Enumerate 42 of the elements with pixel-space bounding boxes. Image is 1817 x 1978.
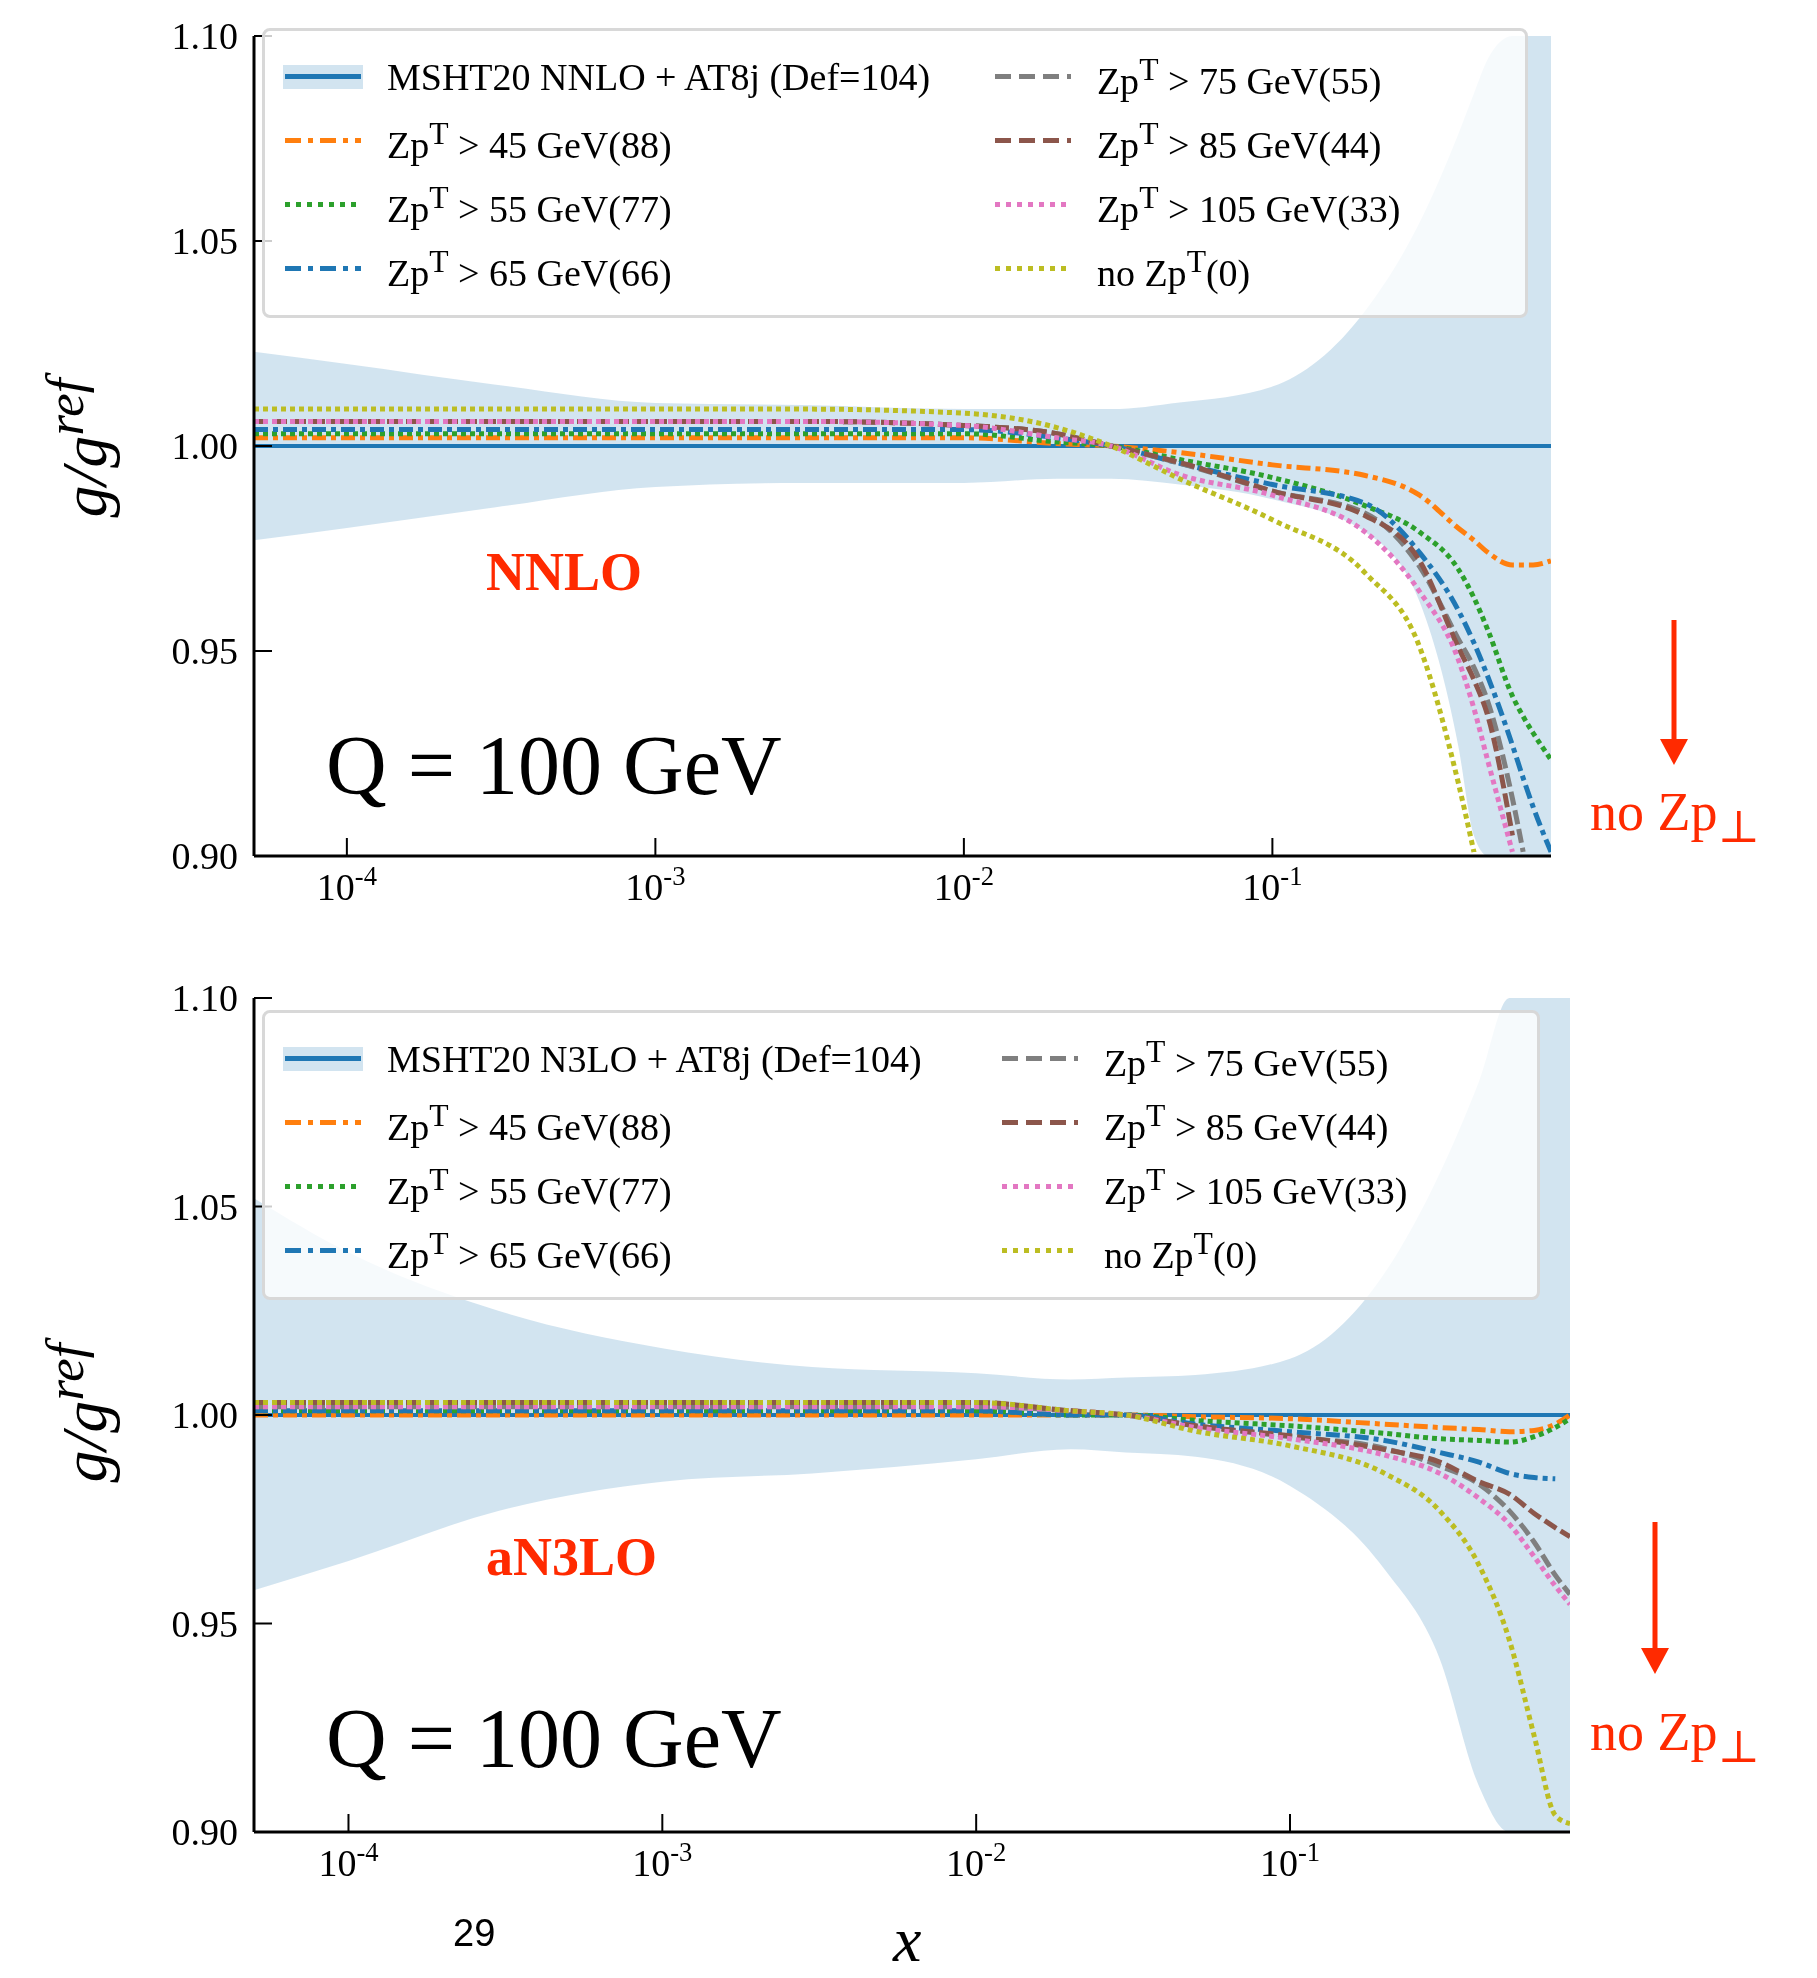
- x-tick-label: 10$^{-4}$: [318, 1837, 379, 1884]
- x-tick-label: 10$^{-2}$: [933, 861, 994, 908]
- legend-label: Zp$^{T}$ > 45 GeV(88): [387, 1097, 672, 1149]
- x-tick-label: 10$^{-3}$: [632, 1837, 693, 1884]
- annotation: aN3LO: [486, 1527, 658, 1588]
- x-tick-label: 10$^{-3}$: [625, 861, 686, 908]
- x-tick-label: 10$^{-2}$: [946, 1837, 1007, 1884]
- legend-label: Zp$^{T}$ > 45 GeV(88): [387, 115, 672, 167]
- legend-label: no Zp$^{T}$(0): [1103, 1225, 1258, 1277]
- x-axis-title: x: [893, 1903, 922, 1977]
- annotation: Q = 100 GeV: [326, 1692, 782, 1786]
- y-tick-label: 1.05: [171, 1185, 238, 1228]
- x-tick-label: 10$^{-4}$: [316, 861, 377, 908]
- y-tick-label: 1.00: [171, 425, 238, 467]
- y-tick-label: 1.00: [171, 1394, 238, 1436]
- text: 29: [453, 1912, 496, 1955]
- legend-label: Zp$^{T}$ > 105 GeV(33): [1096, 179, 1401, 231]
- legend-label: Zp$^{T}$ > 85 GeV(44): [1096, 115, 1382, 167]
- y-tick-label: 1.10: [171, 15, 238, 57]
- x-tick-label: 10$^{-1}$: [1242, 861, 1303, 908]
- y-tick-label: 0.90: [171, 835, 238, 877]
- y-tick-label: 0.95: [171, 1602, 238, 1645]
- legend-label: Zp$^{T}$ > 75 GeV(55): [1103, 1033, 1389, 1085]
- legend-label: Zp$^{T}$ > 105 GeV(33): [1103, 1161, 1408, 1213]
- legend-label: MSHT20 NNLO + AT8j (Def=104): [387, 55, 931, 99]
- text: no Zp$_{⊥}$: [1590, 782, 1760, 853]
- legend-label: Zp$^{T}$ > 55 GeV(77): [387, 179, 672, 231]
- legend-label: Zp$^{T}$ > 75 GeV(55): [1096, 51, 1382, 103]
- legend-label: MSHT20 N3LO + AT8j (Def=104): [387, 1037, 922, 1081]
- y-tick-label: 0.90: [171, 1811, 238, 1853]
- legend-label: no Zp$^{T}$(0): [1096, 243, 1251, 295]
- y-tick-label: 1.10: [171, 977, 238, 1019]
- y-tick-label: 0.95: [171, 630, 238, 672]
- legend-label: Zp$^{T}$ > 65 GeV(66): [387, 1225, 672, 1277]
- legend-label: Zp$^{T}$ > 55 GeV(77): [387, 1161, 672, 1213]
- legend-label: Zp$^{T}$ > 85 GeV(44): [1103, 1097, 1389, 1149]
- x-tick-label: 10$^{-1}$: [1259, 1837, 1321, 1884]
- text: no Zp$_{⊥}$: [1590, 1702, 1760, 1773]
- legend-label: Zp$^{T}$ > 65 GeV(66): [387, 243, 672, 295]
- y-tick-label: 1.05: [171, 220, 238, 262]
- annotation: NNLO: [486, 542, 643, 603]
- annotation: Q = 100 GeV: [326, 719, 782, 813]
